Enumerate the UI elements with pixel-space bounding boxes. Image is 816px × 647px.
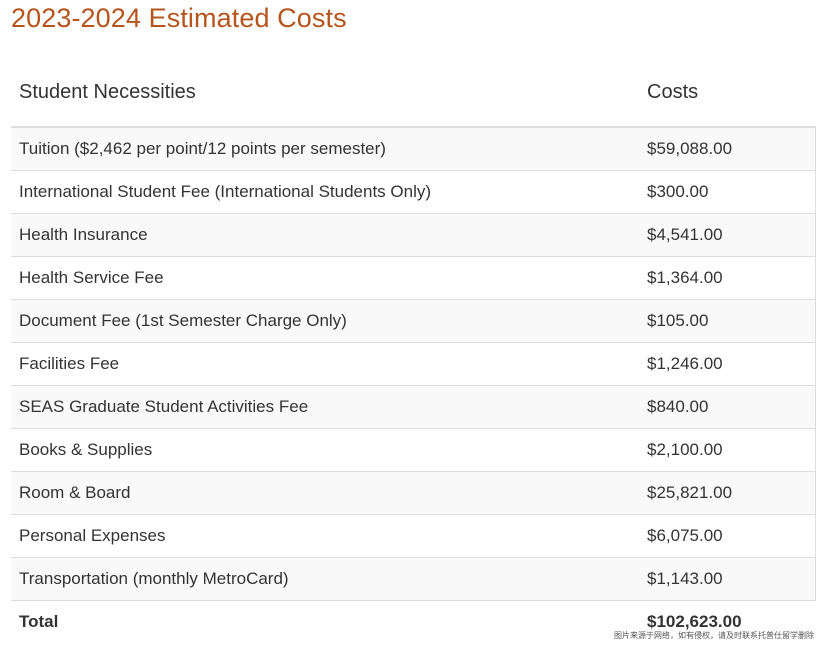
row-cost-value: $6,075.00 — [639, 514, 816, 558]
table-row: Room & Board $25,821.00 — [11, 471, 816, 515]
row-cost-value: $25,821.00 — [639, 471, 816, 515]
table-row: Document Fee (1st Semester Charge Only) … — [11, 299, 816, 343]
total-label: Total — [11, 600, 639, 643]
row-item-label: SEAS Graduate Student Activities Fee — [11, 385, 639, 429]
table-row: International Student Fee (International… — [11, 170, 816, 214]
column-header-costs: Costs — [639, 58, 816, 128]
row-item-label: Health Service Fee — [11, 256, 639, 300]
table-row: Personal Expenses $6,075.00 — [11, 514, 816, 558]
total-row: Total $102,623.00 — [11, 600, 816, 643]
column-header-student-necessities: Student Necessities — [11, 58, 639, 128]
row-item-label: Facilities Fee — [11, 342, 639, 386]
table-row: SEAS Graduate Student Activities Fee $84… — [11, 385, 816, 429]
row-item-label: Room & Board — [11, 471, 639, 515]
row-item-label: Personal Expenses — [11, 514, 639, 558]
table-row: Transportation (monthly MetroCard) $1,14… — [11, 557, 816, 601]
table-row: Books & Supplies $2,100.00 — [11, 428, 816, 472]
costs-table: Student Necessities Costs Tuition ($2,46… — [11, 58, 816, 643]
row-cost-value: $2,100.00 — [639, 428, 816, 472]
row-cost-value: $840.00 — [639, 385, 816, 429]
row-item-label: Books & Supplies — [11, 428, 639, 472]
table-row: Health Insurance $4,541.00 — [11, 213, 816, 257]
row-cost-value: $105.00 — [639, 299, 816, 343]
watermark-text: 图片来源于网络，如有侵权，请及时联系托普仕留学删除 — [614, 631, 814, 640]
row-cost-value: $4,541.00 — [639, 213, 816, 257]
total-value: $102,623.00 — [639, 600, 816, 643]
table-header-row: Student Necessities Costs — [11, 58, 816, 128]
row-item-label: International Student Fee (International… — [11, 170, 639, 214]
row-cost-value: $300.00 — [639, 170, 816, 214]
page-title: 2023-2024 Estimated Costs — [11, 3, 347, 33]
row-item-label: Document Fee (1st Semester Charge Only) — [11, 299, 639, 343]
row-cost-value: $1,364.00 — [639, 256, 816, 300]
row-cost-value: $1,246.00 — [639, 342, 816, 386]
table-row: Health Service Fee $1,364.00 — [11, 256, 816, 300]
row-item-label: Health Insurance — [11, 213, 639, 257]
row-item-label: Transportation (monthly MetroCard) — [11, 557, 639, 601]
row-cost-value: $1,143.00 — [639, 557, 816, 601]
table-row: Facilities Fee $1,246.00 — [11, 342, 816, 386]
table-row: Tuition ($2,462 per point/12 points per … — [11, 127, 816, 171]
row-item-label: Tuition ($2,462 per point/12 points per … — [11, 127, 639, 171]
row-cost-value: $59,088.00 — [639, 127, 816, 171]
